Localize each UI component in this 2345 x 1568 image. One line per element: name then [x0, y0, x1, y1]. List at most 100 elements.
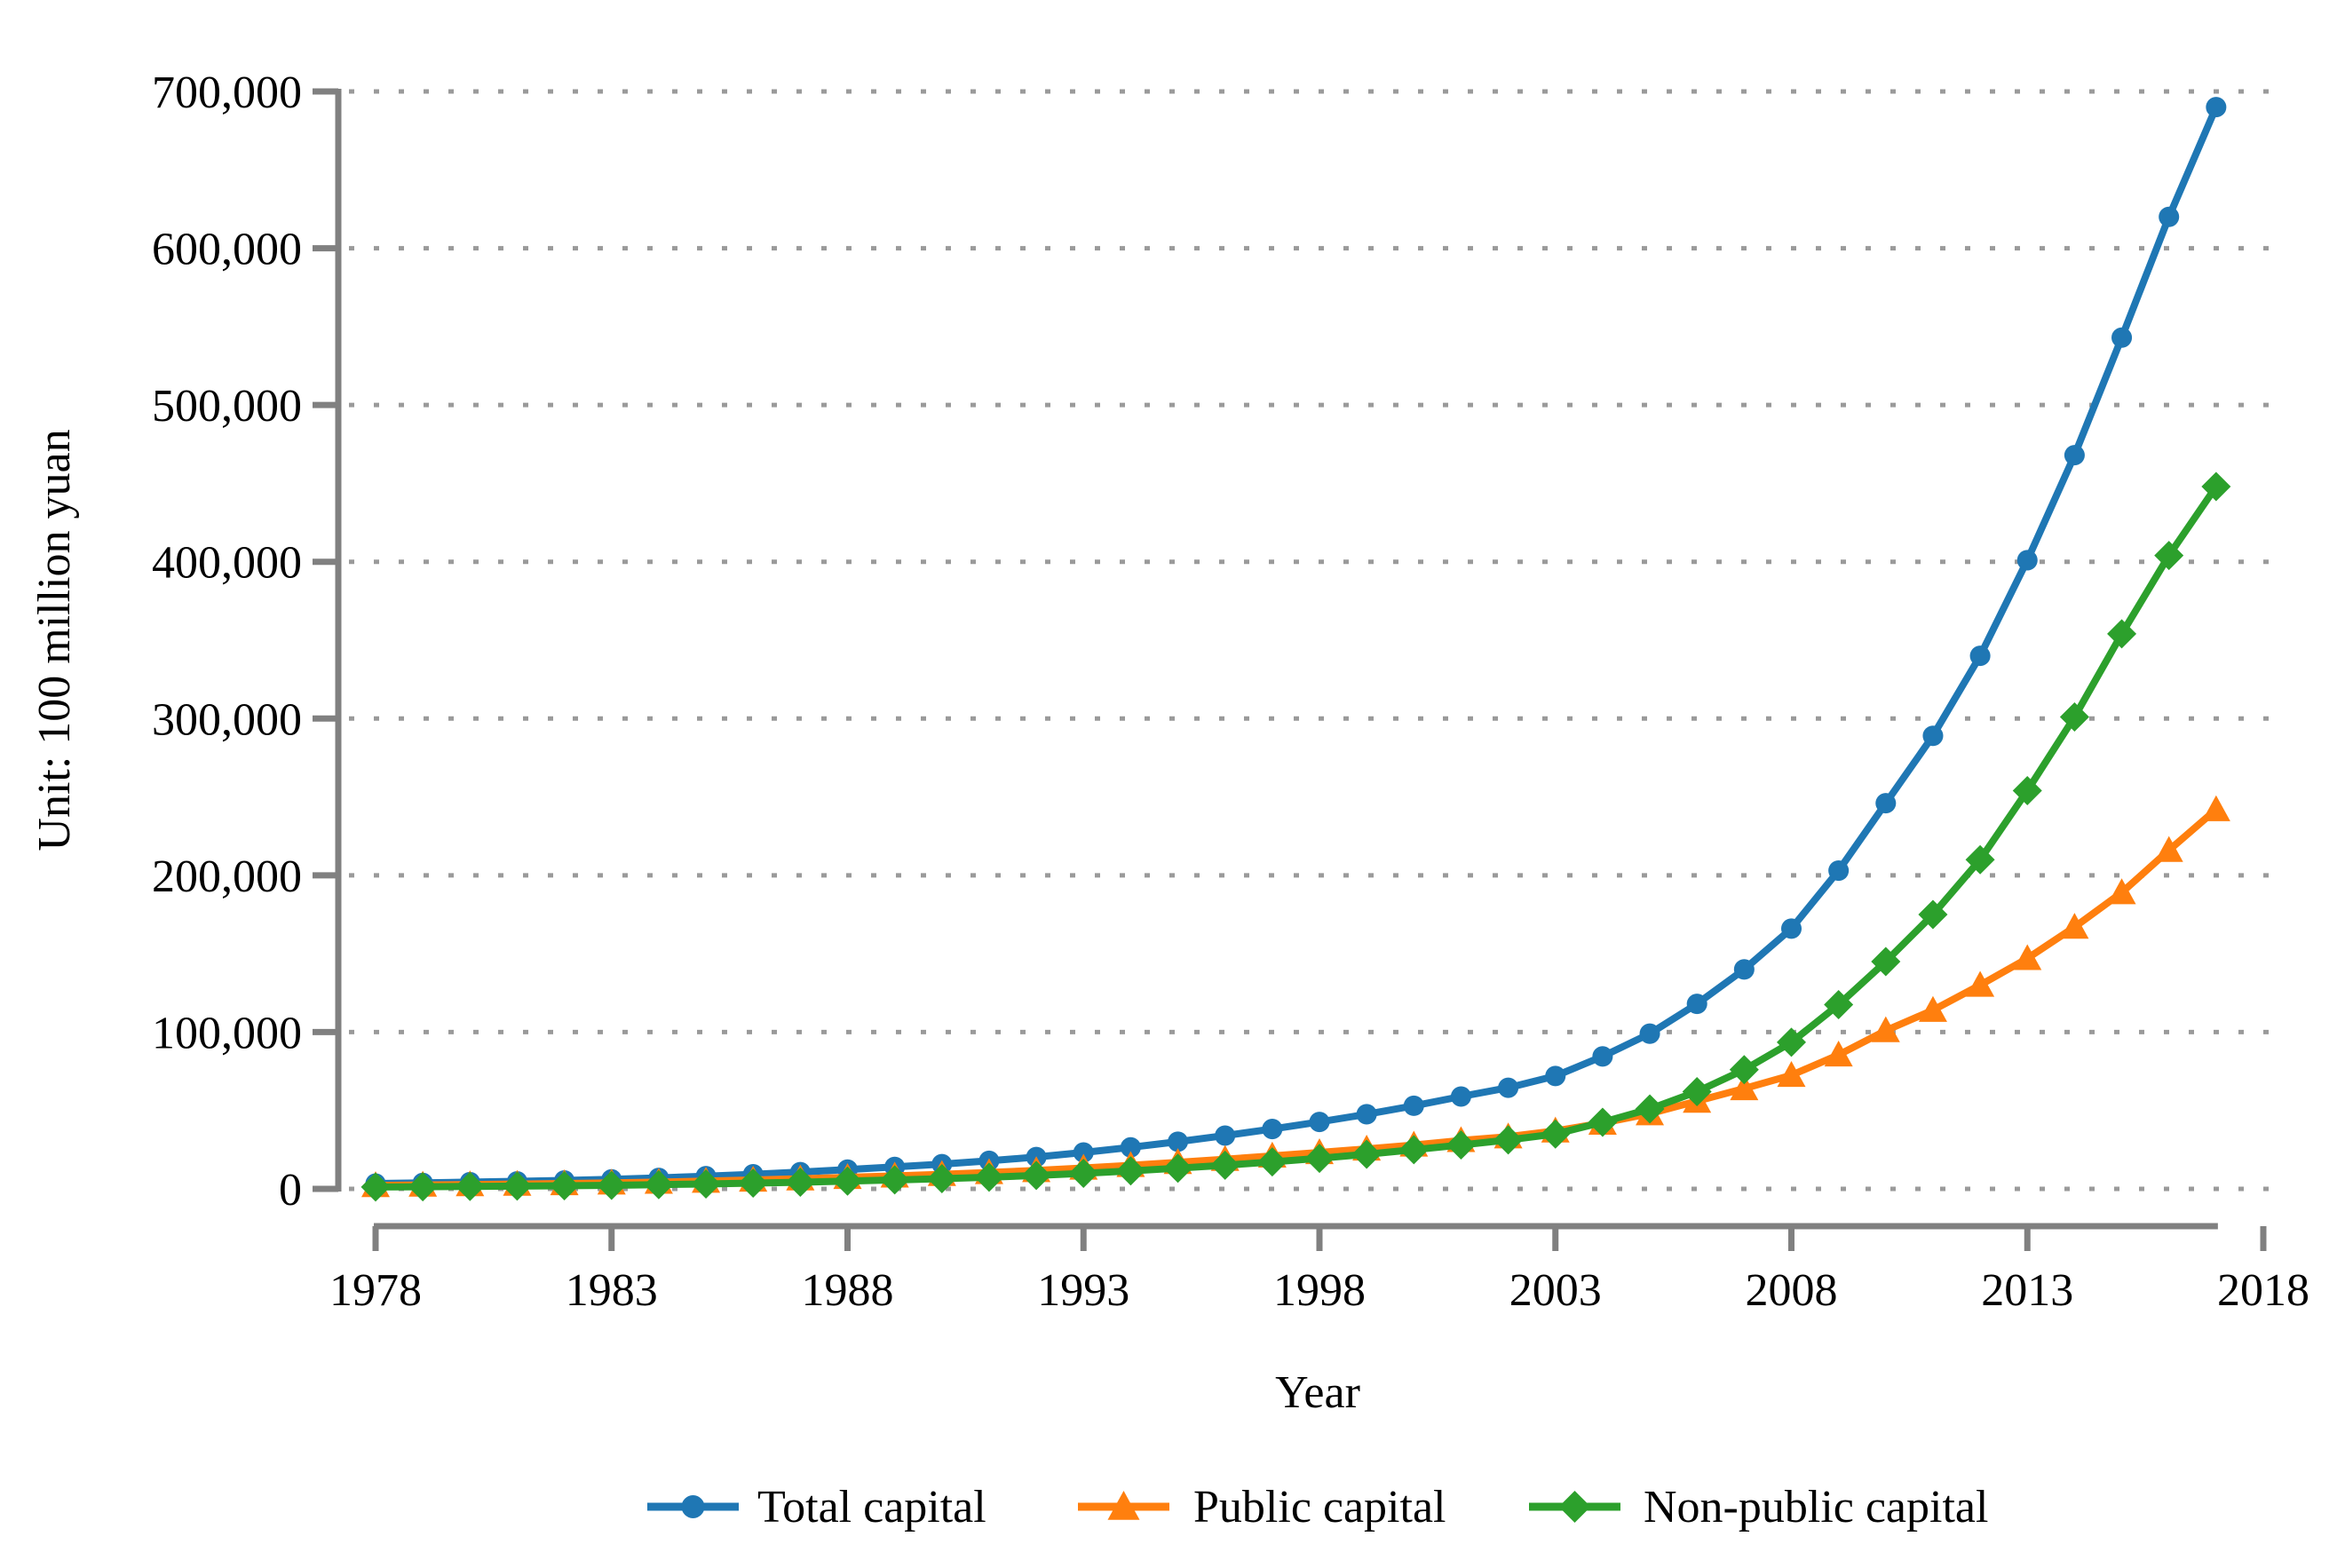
series-marker-non-public-capital	[2154, 541, 2184, 571]
series-marker-non-public-capital	[1965, 844, 1995, 875]
y-tick-label: 600,000	[152, 225, 302, 275]
series-marker-total-capital	[2064, 445, 2085, 466]
series-marker-non-public-capital	[1588, 1107, 1618, 1137]
series-marker-non-public-capital	[1257, 1147, 1287, 1177]
series-marker-non-public-capital	[1729, 1055, 1759, 1085]
x-axis-title: Year	[1275, 1367, 1360, 1418]
series-marker-non-public-capital	[2059, 702, 2089, 733]
series-marker-non-public-capital	[927, 1164, 957, 1194]
series-marker-non-public-capital	[360, 1172, 391, 1202]
series-marker-non-public-capital	[550, 1170, 580, 1200]
series-marker-non-public-capital	[974, 1162, 1004, 1192]
series-marker-total-capital	[2111, 327, 2133, 348]
y-tick-label: 500,000	[152, 381, 302, 432]
y-tick-label: 0	[279, 1165, 302, 1216]
legend-item-total-capital: Total capital	[647, 1482, 986, 1532]
series-marker-non-public-capital	[1163, 1153, 1193, 1184]
gridlines-layer	[349, 89, 2284, 1192]
series-marker-total-capital	[1733, 959, 1755, 980]
y-tick-label: 400,000	[152, 538, 302, 589]
series-marker-total-capital	[1828, 860, 1850, 882]
series-marker-non-public-capital	[1777, 1027, 1806, 1057]
series-marker-total-capital	[1922, 725, 1944, 747]
series-layer	[360, 97, 2231, 1202]
series-marker-non-public-capital	[691, 1168, 721, 1199]
series-marker-non-public-capital	[1635, 1094, 1665, 1124]
series-marker-non-public-capital	[1210, 1150, 1240, 1180]
x-tick-label: 1988	[802, 1265, 894, 1316]
series-marker-non-public-capital	[1021, 1160, 1051, 1191]
series-marker-non-public-capital	[1115, 1156, 1145, 1186]
axes-layer: 0 100,000 200,000 300,000 400,000 500,000 600,…	[152, 67, 2309, 1316]
series-marker-public-capital	[2013, 944, 2042, 970]
legend-marker-diamond-icon	[1558, 1491, 1591, 1523]
series-marker-public-capital	[2201, 795, 2230, 821]
series-marker-public-capital	[2107, 878, 2136, 905]
series-marker-non-public-capital	[1682, 1077, 1712, 1107]
series-marker-total-capital	[2206, 97, 2227, 118]
legend-label-public-capital: Public capital	[1193, 1482, 1446, 1532]
series-marker-non-public-capital	[880, 1165, 910, 1195]
x-tick-label: 1998	[1273, 1265, 1366, 1316]
series-marker-non-public-capital	[1068, 1159, 1098, 1189]
x-tick-label: 1983	[566, 1265, 658, 1316]
series-marker-non-public-capital	[1446, 1130, 1476, 1160]
legend-item-non-public-capital: Non-public capital	[1529, 1482, 1988, 1532]
series-marker-total-capital	[1875, 793, 1897, 814]
series-marker-non-public-capital	[2107, 619, 2137, 649]
series-marker-total-capital	[1498, 1077, 1519, 1098]
legend-label-non-public-capital: Non-public capital	[1644, 1482, 1988, 1532]
series-marker-non-public-capital	[455, 1171, 485, 1201]
x-tick-label: 2013	[1981, 1265, 2073, 1316]
series-marker-total-capital	[1168, 1131, 1189, 1152]
legend-item-public-capital: Public capital	[1078, 1482, 1446, 1532]
series-marker-non-public-capital	[597, 1170, 627, 1200]
series-marker-total-capital	[1969, 645, 1991, 667]
series-marker-total-capital	[1073, 1142, 1094, 1163]
y-tick-label: 100,000	[152, 1008, 302, 1058]
series-marker-non-public-capital	[1304, 1144, 1335, 1174]
legend-marker-circle-icon	[681, 1495, 705, 1518]
series-marker-non-public-capital	[1351, 1139, 1382, 1169]
x-tick-label: 1978	[329, 1265, 422, 1316]
y-tick-label: 200,000	[152, 851, 302, 902]
y-tick-label: 300,000	[152, 694, 302, 745]
series-marker-total-capital	[1215, 1125, 1236, 1146]
series-marker-non-public-capital	[502, 1171, 532, 1201]
x-tick-label: 2003	[1509, 1265, 1602, 1316]
series-marker-non-public-capital	[1918, 899, 1948, 930]
series-marker-total-capital	[1780, 918, 1802, 939]
series-marker-public-capital	[1918, 995, 1947, 1022]
series-marker-non-public-capital	[1493, 1125, 1524, 1155]
series-marker-total-capital	[1309, 1112, 1330, 1133]
series-marker-non-public-capital	[833, 1166, 862, 1196]
x-tick-label: 2008	[1746, 1265, 1838, 1316]
series-marker-public-capital	[1871, 1016, 1900, 1042]
x-tick-label: 1993	[1037, 1265, 1129, 1316]
legend-label-total-capital: Total capital	[757, 1482, 986, 1532]
series-marker-public-capital	[1966, 970, 1995, 997]
series-marker-non-public-capital	[644, 1169, 674, 1200]
legend-marker-triangle-icon	[1107, 1491, 1140, 1520]
series-marker-total-capital	[1592, 1046, 1613, 1067]
series-marker-public-capital	[1730, 1073, 1759, 1101]
y-axis-title: Unit: 100 million yuan	[29, 429, 80, 851]
series-marker-total-capital	[1686, 994, 1707, 1015]
x-tick-label: 2018	[2217, 1265, 2309, 1316]
y-tick-label: 700,000	[152, 67, 302, 118]
series-marker-total-capital	[2159, 206, 2180, 227]
series-marker-total-capital	[1545, 1065, 1566, 1087]
legend: Total capital Public capital Non-public ca…	[647, 1482, 1988, 1532]
series-marker-non-public-capital	[1541, 1119, 1571, 1149]
series-marker-total-capital	[1262, 1119, 1283, 1140]
series-marker-non-public-capital	[408, 1172, 438, 1202]
series-marker-non-public-capital	[785, 1167, 815, 1197]
series-marker-total-capital	[2016, 550, 2038, 571]
series-marker-non-public-capital	[1398, 1135, 1429, 1165]
series-marker-non-public-capital	[738, 1168, 768, 1199]
series-marker-non-public-capital	[2012, 776, 2042, 806]
series-marker-public-capital	[1777, 1060, 1806, 1088]
series-marker-total-capital	[1120, 1136, 1141, 1158]
